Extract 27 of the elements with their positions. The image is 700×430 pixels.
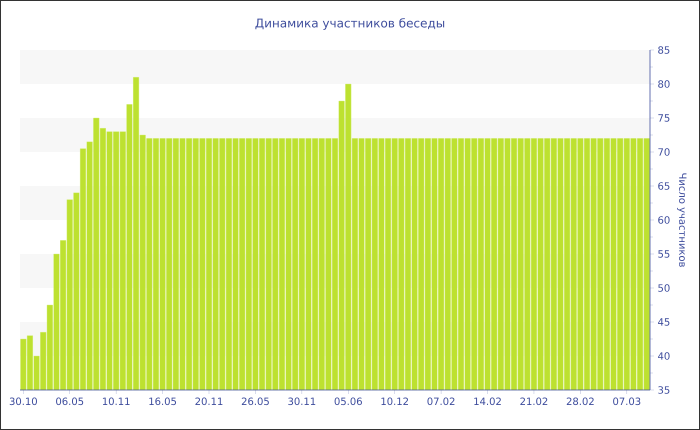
- y-tick-label: 60: [658, 216, 670, 224]
- x-tick-label: 30.11: [288, 398, 316, 406]
- x-tick-label: 20.11: [195, 398, 222, 406]
- y-tick-label: 80: [658, 80, 670, 88]
- x-tick-label: 16.05: [149, 398, 176, 406]
- y-tick-label: 40: [658, 352, 670, 360]
- y-tick-label: 55: [658, 250, 670, 258]
- y-axis-title: Число участников: [677, 173, 686, 267]
- x-tick-label: 10.11: [102, 398, 130, 406]
- y-tick-label: 65: [658, 182, 670, 190]
- x-tick-label: 21.02: [520, 398, 548, 406]
- x-tick-label: 10.12: [381, 398, 408, 406]
- chart-title: Динамика участников беседы: [255, 18, 444, 30]
- x-tick-label: 06.05: [56, 398, 84, 406]
- y-tick-label: 70: [658, 148, 670, 156]
- y-tick-label: 35: [658, 386, 670, 394]
- x-tick-label: 28.02: [566, 398, 594, 406]
- y-tick-label: 75: [658, 114, 670, 122]
- x-tick-label: 26.05: [242, 398, 269, 406]
- y-tick-label: 50: [658, 284, 670, 292]
- x-tick-label: 05.06: [334, 398, 362, 406]
- x-tick-label: 30.10: [10, 398, 37, 406]
- y-tick-label: 85: [658, 46, 670, 54]
- x-tick-label: 14.02: [474, 398, 501, 406]
- y-tick-label: 45: [658, 318, 670, 326]
- x-tick-label: 07.03: [613, 398, 640, 406]
- x-tick-label: 07.02: [427, 398, 454, 406]
